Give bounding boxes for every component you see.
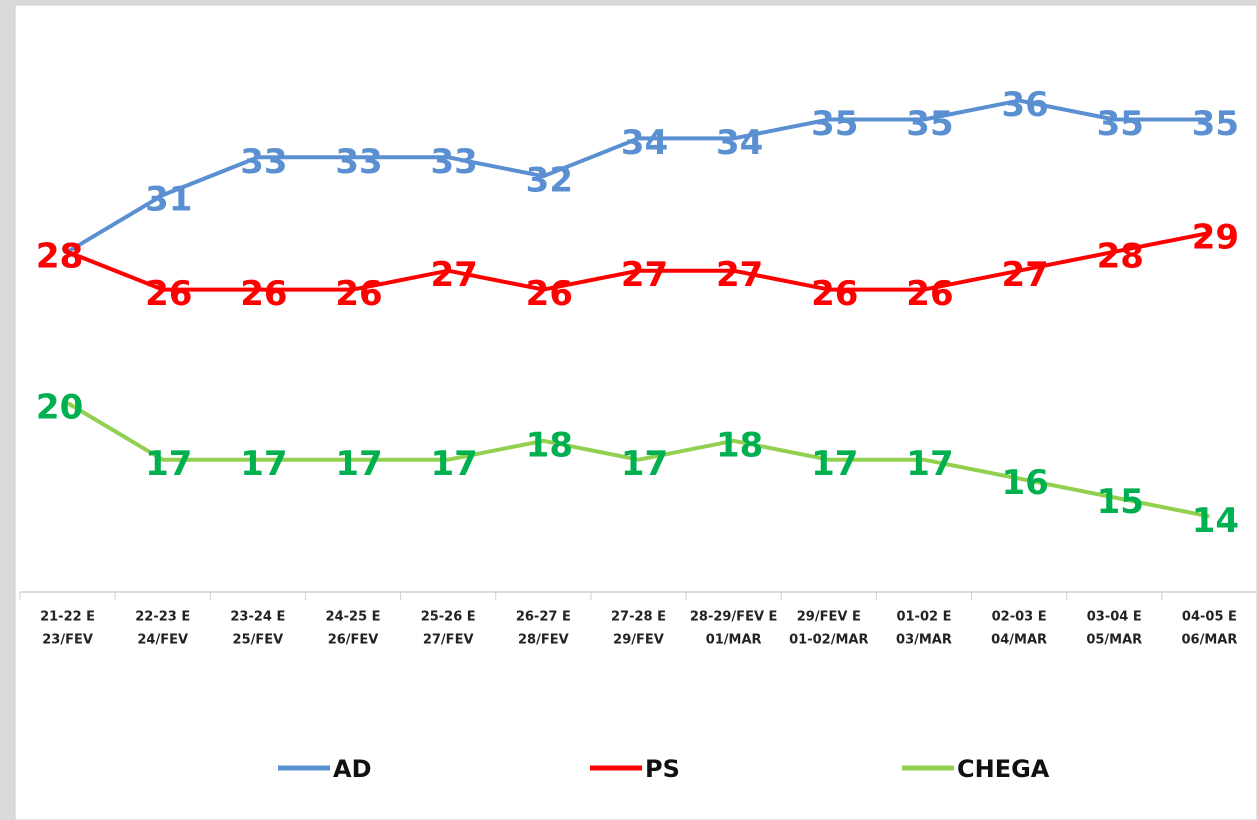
series-line <box>66 401 1210 519</box>
x-tick-label: 27-28 E <box>611 610 666 625</box>
x-tick-label: 04/MAR <box>991 633 1047 648</box>
data-label: 34 <box>621 123 668 163</box>
data-label: 27 <box>716 255 763 295</box>
data-label: 20 <box>36 388 83 428</box>
data-label: 31 <box>145 180 192 220</box>
x-tick-label: 21-22 E <box>40 610 95 625</box>
data-label: 33 <box>240 142 287 182</box>
x-tick-label: 23-24 E <box>230 610 285 625</box>
data-label: 29 <box>1192 217 1239 257</box>
x-tick-label: 26/FEV <box>328 633 379 648</box>
x-tick-label: 27/FEV <box>423 633 474 648</box>
data-label: 17 <box>240 444 287 484</box>
legend-label: PS <box>645 755 680 783</box>
x-tick-label: 26-27 E <box>516 610 571 625</box>
data-label: 17 <box>145 444 192 484</box>
series-line <box>66 230 1210 292</box>
x-tick-label: 23/FEV <box>42 633 93 648</box>
legend-label: CHEGA <box>957 755 1050 783</box>
x-tick-label: 01-02/MAR <box>789 633 868 648</box>
data-label: 35 <box>906 104 953 144</box>
x-tick-label: 01-02 E <box>896 610 951 625</box>
data-label: 15 <box>1097 482 1144 522</box>
data-label: 14 <box>1192 501 1239 541</box>
x-tick-label: 04-05 E <box>1182 610 1237 625</box>
data-label: 18 <box>526 425 573 465</box>
data-label: 18 <box>716 425 763 465</box>
data-label: 34 <box>716 123 763 163</box>
data-label: 26 <box>526 274 573 314</box>
x-tick-label: 29/FEV E <box>797 610 861 625</box>
data-label: 16 <box>1001 463 1048 503</box>
data-label: 17 <box>906 444 953 484</box>
x-tick-label: 28/FEV <box>518 633 569 648</box>
data-label: 26 <box>811 274 858 314</box>
x-tick-label: 22-23 E <box>135 610 190 625</box>
data-label: 26 <box>240 274 287 314</box>
data-label: 35 <box>1097 104 1144 144</box>
x-tick-label: 03/MAR <box>896 633 952 648</box>
x-tick-label: 02-03 E <box>992 610 1047 625</box>
data-label: 35 <box>1192 104 1239 144</box>
data-label: 17 <box>621 444 668 484</box>
x-tick-label: 25/FEV <box>233 633 284 648</box>
x-tick-label: 06/MAR <box>1181 633 1237 648</box>
data-label: 26 <box>145 274 192 314</box>
data-label: 17 <box>335 444 382 484</box>
data-label: 32 <box>526 161 573 201</box>
data-label: 26 <box>906 274 953 314</box>
data-label: 27 <box>431 255 478 295</box>
x-tick-label: 03-04 E <box>1087 610 1142 625</box>
series-line <box>66 98 1210 254</box>
x-tick-label: 05/MAR <box>1086 633 1142 648</box>
x-tick-label: 24/FEV <box>137 633 188 648</box>
legend-label: AD <box>333 755 372 783</box>
data-label: 33 <box>431 142 478 182</box>
data-label: 26 <box>335 274 382 314</box>
data-label: 17 <box>811 444 858 484</box>
data-label: 33 <box>335 142 382 182</box>
data-label: 35 <box>811 104 858 144</box>
data-label: 17 <box>431 444 478 484</box>
data-label: 28 <box>1097 236 1144 276</box>
x-tick-label: 25-26 E <box>421 610 476 625</box>
x-tick-label: 01/MAR <box>706 633 762 648</box>
data-label: 28 <box>36 236 83 276</box>
data-label: 27 <box>621 255 668 295</box>
data-label: 27 <box>1001 255 1048 295</box>
x-tick-label: 29/FEV <box>613 633 664 648</box>
x-tick-label: 24-25 E <box>326 610 381 625</box>
x-tick-label: 28-29/FEV E <box>690 610 778 625</box>
data-label: 36 <box>1001 85 1048 125</box>
